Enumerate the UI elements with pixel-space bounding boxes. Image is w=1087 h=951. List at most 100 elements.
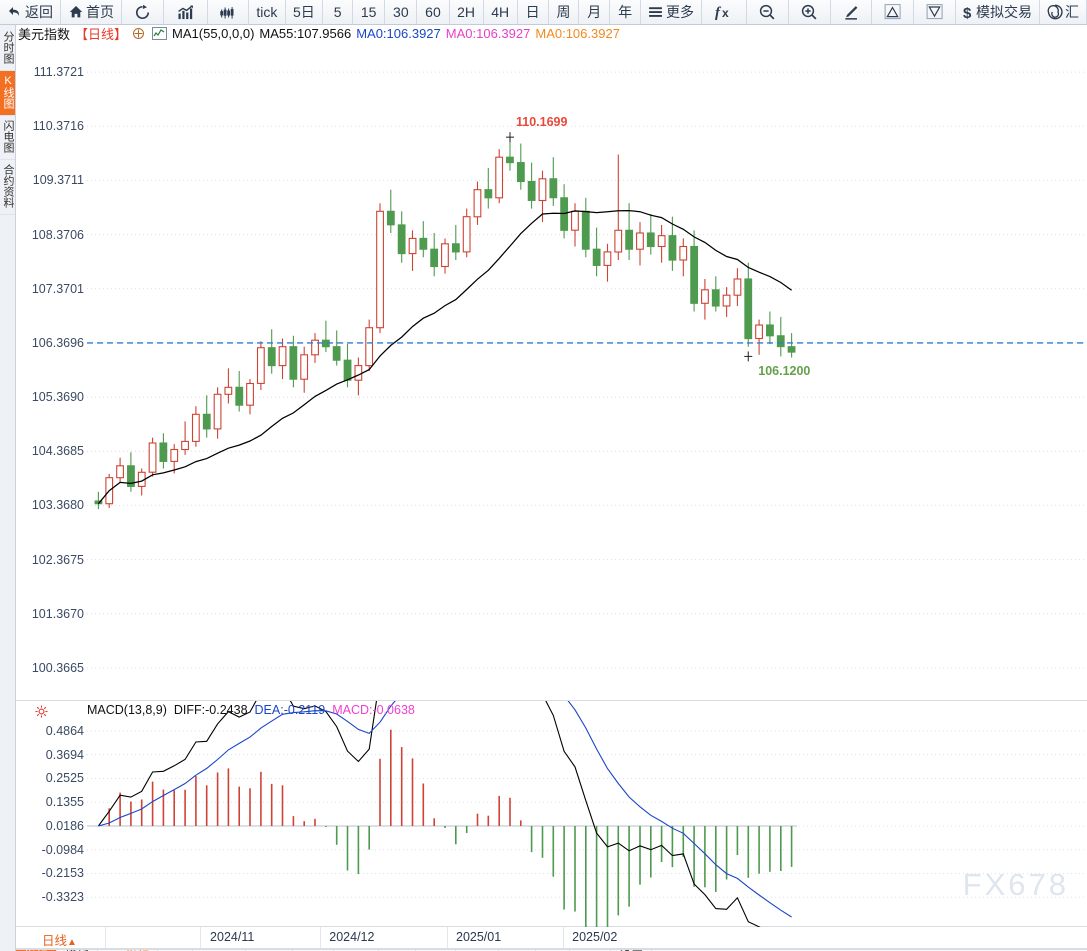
price-y-tick: 111.3721 (33, 65, 84, 80)
zoom-out-button[interactable] (747, 0, 789, 24)
price-y-axis: 111.3721 110.3716 109.3711 108.3706 107.3701… (16, 25, 87, 700)
top-toolbar: 返回 首页 tick 5日 5 15 30 60 2H 4H 日周月年 更多 f x $ 模拟交易 汇 (0, 0, 1087, 25)
macd-hist-value: MACD:-0.0638 (332, 703, 415, 717)
ma0-orange-value: MA0:106.3927 (535, 26, 620, 41)
price-chart-panel[interactable]: 美元指数 【日线】 MA1(55,0,0,0) MA55:107.9566 MA… (16, 25, 1087, 701)
x-axis-tick: 2024/12 (329, 930, 375, 944)
price-y-tick: 106.3696 (31, 335, 84, 350)
dollar-icon: $ (963, 4, 974, 22)
macd-y-tick: -0.0984 (41, 842, 84, 857)
period-60m-button-label: 60 (425, 4, 441, 20)
period-week-button-label: 周 (556, 4, 571, 20)
forex-button[interactable]: 汇 (1040, 0, 1087, 24)
refresh-button[interactable] (122, 0, 164, 24)
chart-type-button[interactable] (164, 0, 208, 24)
ma-params-label: MA1(55,0,0,0) (172, 26, 255, 41)
high-price-annotation: 110.1699 (515, 115, 568, 130)
price-y-tick: 109.3711 (32, 173, 84, 188)
period-tag-arrow: ▲ (67, 937, 77, 948)
price-plot-area[interactable]: 110.1699 106.1200 (87, 25, 1087, 700)
period-4h-button[interactable]: 4H (484, 0, 518, 24)
zoom-out-icon (759, 4, 776, 21)
period-5m-button[interactable]: 5 (323, 0, 354, 24)
ma0-blue-value: MA0:106.3927 (356, 26, 441, 41)
tick-button[interactable]: tick (249, 0, 286, 24)
ma55-value: MA55:107.9566 (259, 26, 352, 41)
period-label: 【日线】 (75, 27, 128, 42)
demo-trade-button-label: 模拟交易 (976, 4, 1032, 20)
macd-y-tick: 0.3694 (45, 747, 84, 762)
x-axis-strip: 日线▲ 2024/11 2024/12 2025/01 2025/02 (16, 927, 1087, 949)
period-week-button[interactable]: 周 (549, 0, 580, 24)
tick-button-label: tick (256, 4, 278, 20)
up-triangle-button[interactable] (872, 0, 914, 24)
period-day-button[interactable]: 日 (518, 0, 549, 24)
sidebar-item-contract[interactable]: 合约资料 (0, 160, 15, 215)
minus-circle-icon[interactable] (132, 27, 147, 40)
pencil-icon (843, 4, 859, 21)
price-y-tick: 104.3685 (31, 444, 84, 459)
price-y-tick: 110.3716 (32, 119, 84, 134)
macd-y-tick: 0.0186 (45, 818, 84, 833)
x-axis-tick: 2025/02 (572, 930, 618, 944)
draw-button[interactable] (831, 0, 872, 24)
macd-y-tick: 0.4864 (45, 723, 84, 738)
refresh-icon (134, 4, 151, 21)
forex-button-label: 汇 (1065, 4, 1079, 20)
price-y-tick: 107.3701 (31, 281, 84, 296)
price-y-tick: 105.3690 (31, 390, 84, 405)
period-year-button[interactable]: 年 (610, 0, 641, 24)
x-axis-tick: 2025/01 (456, 930, 502, 944)
candlestick-button[interactable] (208, 0, 249, 24)
period-5d-button[interactable]: 5日 (286, 0, 324, 24)
period-30m-button-label: 30 (393, 4, 409, 20)
kline-mini-icon[interactable] (152, 27, 168, 40)
period-month-button[interactable]: 月 (579, 0, 611, 24)
macd-y-tick: 0.1355 (45, 795, 84, 810)
macd-y-tick: -0.3323 (41, 890, 84, 905)
sidebar-item-kline[interactable]: K线图 (0, 71, 15, 116)
x-axis-separator (105, 927, 106, 948)
home-icon (68, 4, 84, 20)
macd-plot-area[interactable] (87, 701, 1087, 927)
home-button[interactable]: 首页 (61, 0, 122, 24)
x-axis-separator (562, 927, 564, 948)
indicator-settings-icon[interactable] (35, 705, 48, 723)
period-2h-button[interactable]: 2H (450, 0, 484, 24)
spiral-icon (1047, 4, 1063, 20)
demo-trade-button[interactable]: $ 模拟交易 (956, 0, 1040, 24)
zoom-in-icon (801, 4, 818, 21)
price-y-tick: 103.3680 (31, 498, 84, 513)
ma0-pink-value: MA0:106.3927 (445, 26, 531, 41)
period-tag[interactable]: 日线▲ (42, 930, 77, 949)
macd-title: MACD(13,8,9) (87, 703, 167, 717)
hamburger-icon (648, 4, 664, 20)
down-triangle-button[interactable] (914, 0, 956, 24)
price-chart-header: 美元指数 【日线】 MA1(55,0,0,0) MA55:107.9566 MA… (16, 25, 1087, 42)
symbol-name: 美元指数 (18, 27, 71, 42)
period-tag-label: 日线 (42, 934, 68, 948)
svg-text:f: f (715, 5, 722, 21)
x-axis-tick: 2024/11 (210, 930, 255, 944)
period-60m-button[interactable]: 60 (417, 0, 450, 24)
x-axis-separator (446, 927, 448, 948)
period-month-button-label: 月 (587, 4, 602, 20)
sidebar-item-lightning[interactable]: 闪电图 (0, 116, 15, 160)
back-button[interactable]: 返回 (0, 0, 61, 24)
price-y-tick: 101.3670 (31, 606, 84, 621)
macd-panel[interactable]: MACD(13,8,9) DIFF:-0.2438 DEA:-0.2119 MA… (16, 701, 1087, 927)
price-y-tick: 108.3706 (31, 227, 84, 242)
back-button-label: 返回 (25, 4, 53, 20)
period-30m-button[interactable]: 30 (385, 0, 418, 24)
period-15m-button[interactable]: 15 (353, 0, 386, 24)
svg-text:$: $ (963, 5, 972, 21)
zoom-in-button[interactable] (789, 0, 831, 24)
home-button-label: 首页 (86, 4, 114, 20)
sidebar-item-timeshare[interactable]: 分时图 (0, 27, 15, 71)
candlestick-icon (220, 4, 236, 21)
period-4h-button-label: 4H (491, 4, 510, 20)
more-button[interactable]: 更多 (641, 0, 702, 24)
x-axis-separator (319, 927, 321, 948)
